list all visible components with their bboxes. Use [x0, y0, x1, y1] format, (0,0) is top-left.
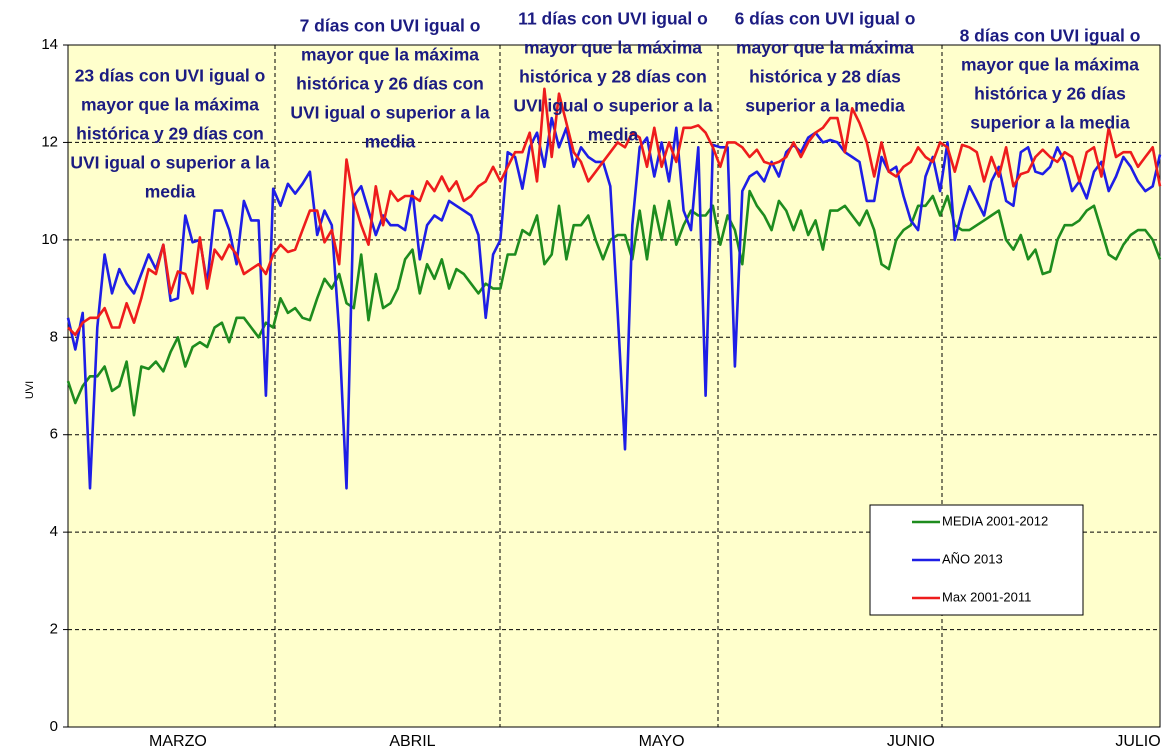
annotation: histórica y 28 días: [749, 67, 901, 87]
annotation: superior a la media: [970, 113, 1130, 133]
x-tick-label: JULIO: [1115, 733, 1160, 750]
annotation: UVI igual o superior a la: [70, 153, 270, 173]
annotation: UVI igual o superior a la: [290, 103, 490, 123]
series-line: [67, 87, 1162, 337]
annotation: 8 días con UVI igual o: [960, 26, 1141, 46]
legend-label: MEDIA 2001-2012: [942, 513, 1048, 528]
y-tick-label: 4: [50, 523, 58, 540]
y-tick-label: 10: [41, 231, 58, 248]
annotation: UVI igual o superior a la: [513, 96, 713, 116]
legend: MEDIA 2001-2012 AÑO 2013 Max 2001-2011: [869, 504, 1084, 616]
annotation: 7 días con UVI igual o: [300, 16, 481, 36]
y-tick-label: 12: [41, 133, 58, 150]
annotation: media: [145, 182, 196, 202]
annotation: mayor que la máxima: [81, 95, 259, 115]
x-tick-label: JUNIO: [887, 733, 935, 750]
annotation: histórica y 26 días: [974, 84, 1126, 104]
annotation: 6 días con UVI igual o: [735, 9, 916, 29]
annotation: media: [588, 125, 639, 145]
annotation: mayor que la máxima: [301, 45, 479, 65]
annotation: 23 días con UVI igual o: [75, 66, 266, 86]
annotation: histórica y 28 días con: [519, 67, 707, 87]
x-tick-label: ABRIL: [389, 733, 435, 750]
legend-label: Max 2001-2011: [942, 589, 1031, 604]
series-line: [66, 116, 1162, 490]
y-tick-label: 8: [50, 328, 58, 345]
annotation: mayor que la máxima: [524, 38, 702, 58]
annotation: mayor que la máxima: [736, 38, 914, 58]
y-tick-label: 6: [50, 426, 58, 443]
annotation: histórica y 29 días con: [76, 124, 264, 144]
legend-label: AÑO 2013: [942, 551, 1003, 566]
x-tick-label: MAYO: [639, 733, 685, 750]
y-tick-label: 2: [50, 621, 58, 638]
annotation: media: [365, 132, 416, 152]
annotation: mayor que la máxima: [961, 55, 1139, 75]
x-tick-label: MARZO: [149, 733, 207, 750]
annotation: 11 días con UVI igual o: [518, 9, 708, 29]
legend-box: [869, 504, 1084, 616]
annotation: histórica y 26 días con: [296, 74, 484, 94]
y-tick-label: 0: [50, 718, 58, 735]
y-axis-label: UVI: [24, 381, 36, 399]
annotation: superior a la media: [745, 96, 905, 116]
y-tick-label: 14: [41, 36, 58, 53]
